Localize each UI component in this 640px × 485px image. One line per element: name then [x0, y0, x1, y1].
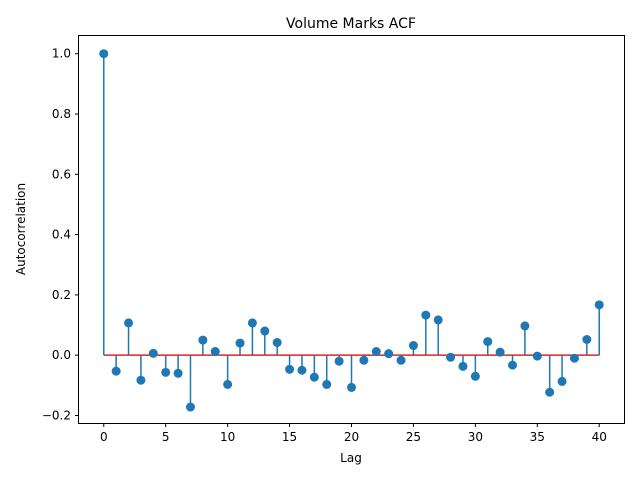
y-tick-label: 0.2 [52, 288, 71, 302]
stem-marker [322, 379, 332, 389]
x-axis-label: Lag [340, 451, 362, 465]
stem-marker [235, 338, 245, 348]
stem-marker [446, 352, 456, 362]
x-axis-ticks: 0 5 10 15 20 25 30 35 40 [100, 423, 607, 444]
stem-marker [309, 372, 319, 382]
stem-marker [111, 366, 121, 376]
x-tick-label: 10 [220, 430, 235, 444]
stem-marker [223, 379, 233, 389]
stem-marker [198, 335, 208, 345]
x-tick-label: 40 [592, 430, 607, 444]
stem-marker [458, 361, 468, 371]
y-tick-label: 0.6 [52, 167, 71, 181]
y-axis-ticks: −0.2 0.0 0.2 0.4 0.6 0.8 1.0 [42, 47, 79, 422]
x-tick-label: 20 [344, 430, 359, 444]
x-tick-label: 30 [468, 430, 483, 444]
stem-marker [347, 382, 356, 392]
stem-marker [247, 318, 257, 328]
stem-marker [408, 341, 418, 351]
stem-marker [359, 355, 369, 365]
stem-marker [210, 347, 220, 357]
stem-marker [421, 310, 431, 320]
stem-marker [185, 402, 195, 412]
stem-marker [371, 347, 381, 357]
stem-marker [495, 347, 505, 357]
y-tick-label: 0.8 [52, 107, 71, 121]
stem-marker [433, 315, 443, 325]
stem-marker [557, 376, 567, 386]
stem-marker [582, 334, 592, 344]
x-tick-label: 0 [100, 430, 108, 444]
y-tick-label: 0.0 [52, 348, 71, 362]
stem-marker [260, 326, 270, 336]
stem-marker [545, 387, 555, 397]
stem-marker [285, 364, 295, 374]
stem-marker [124, 318, 134, 328]
stem-marker [520, 321, 530, 331]
x-tick-label: 15 [282, 430, 297, 444]
stem-marker [99, 49, 109, 59]
stem-marker [384, 349, 394, 359]
stem-marker [483, 337, 493, 347]
y-tick-label: −0.2 [42, 408, 71, 422]
stem-marker [297, 365, 307, 375]
stem-marker [173, 368, 183, 378]
stem-marker [272, 338, 282, 348]
stem-marker [569, 353, 579, 363]
stem-marker [532, 351, 542, 361]
stem-marker [508, 360, 518, 370]
stem-marker [334, 356, 344, 366]
stem-marker [396, 355, 406, 365]
stem-marker [136, 375, 146, 385]
stem-marker [148, 348, 158, 358]
x-tick-label: 35 [530, 430, 545, 444]
stem-marker [161, 367, 171, 377]
y-tick-label: 0.4 [52, 228, 71, 242]
x-tick-label: 25 [406, 430, 421, 444]
y-tick-label: 1.0 [52, 47, 71, 61]
y-axis-label: Autocorrelation [14, 183, 28, 275]
x-tick-label: 5 [162, 430, 170, 444]
markers-group [99, 49, 604, 412]
stem-marker [594, 300, 604, 310]
stem-marker [470, 371, 480, 381]
chart-title: Volume Marks ACF [286, 16, 416, 32]
